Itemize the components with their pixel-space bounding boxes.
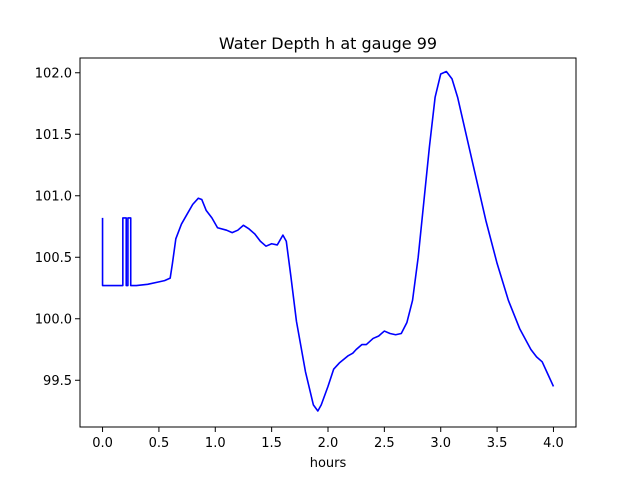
series-layer (101, 70, 555, 412)
series-line (101, 70, 555, 412)
x-tick-label: 1.5 (261, 436, 282, 451)
x-tick-label: 2.0 (318, 436, 339, 451)
x-tick-label: 0.0 (92, 436, 113, 451)
y-tick-label: 99.5 (43, 374, 72, 389)
x-tick-label: 3.0 (430, 436, 451, 451)
chart-title: Water Depth h at gauge 99 (219, 34, 437, 53)
x-tick-label: 4.0 (543, 436, 564, 451)
y-axis: 99.5 100.0 100.5 101.0 101.5 102.0 (35, 66, 80, 389)
x-axis: 0.0 0.5 1.0 1.5 2.0 2.5 3.0 3.5 4.0 (92, 427, 564, 451)
y-tick-label: 101.0 (35, 189, 72, 204)
y-tick-label: 100.0 (35, 312, 72, 327)
y-tick-label: 100.5 (35, 251, 72, 266)
x-tick-label: 0.5 (149, 436, 170, 451)
x-axis-label: hours (310, 456, 347, 471)
x-tick-label: 1.0 (205, 436, 226, 451)
y-tick-label: 101.5 (35, 128, 72, 143)
x-tick-label: 3.5 (487, 436, 508, 451)
x-tick-label: 2.5 (374, 436, 395, 451)
y-tick-label: 102.0 (35, 66, 72, 81)
